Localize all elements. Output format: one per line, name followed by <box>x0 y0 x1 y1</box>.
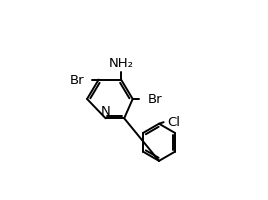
Text: Br: Br <box>147 93 162 106</box>
Text: NH₂: NH₂ <box>109 57 134 70</box>
Text: N: N <box>101 104 110 117</box>
Text: Cl: Cl <box>168 116 181 129</box>
Text: Br: Br <box>69 74 84 87</box>
